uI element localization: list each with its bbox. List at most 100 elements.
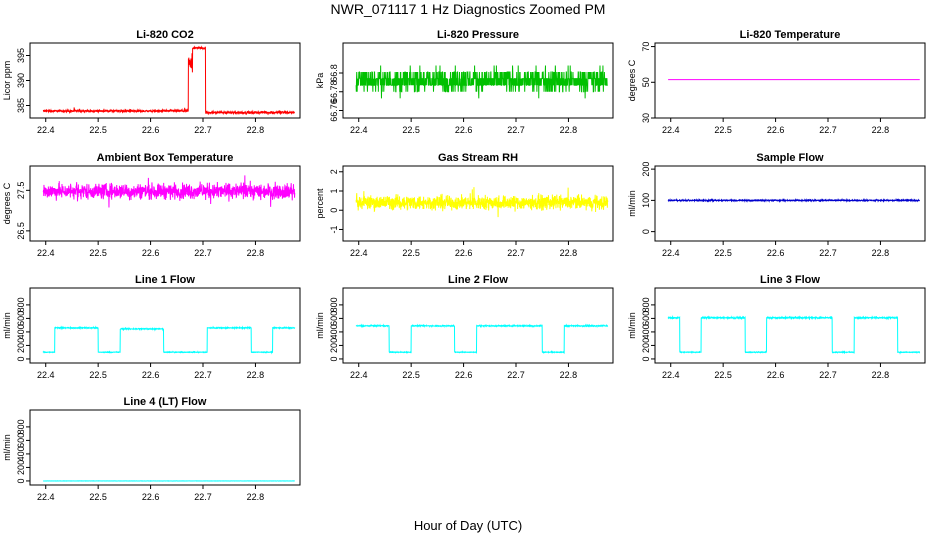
x-tick-label: 22.8 (872, 125, 890, 135)
y-axis-label: ml/min (627, 312, 637, 339)
x-tick-label: 22.4 (662, 248, 680, 258)
x-tick-label: 22.6 (767, 248, 785, 258)
y-tick-label: 400 (16, 324, 26, 339)
x-tick-label: 22.5 (89, 492, 107, 502)
x-tick-label: 22.7 (507, 248, 525, 258)
y-tick-label: 200 (16, 338, 26, 353)
x-tick-label: 22.5 (402, 248, 420, 258)
y-tick-label: 600 (329, 311, 339, 326)
y-tick-label: 800 (329, 297, 339, 312)
x-tick-label: 22.7 (507, 125, 525, 135)
panel-line-3-flow: Line 3 Flow ml/min 22.4 22.5 22.6 22.7 22.8 0 20… (627, 274, 926, 380)
main-title: NWR_071117 1 Hz Diagnostics Zoomed PM (330, 1, 606, 17)
y-axis-label: degrees C (2, 182, 12, 224)
plot-frame (29, 409, 301, 486)
x-tick-label: 22.6 (142, 248, 160, 258)
series-line-line-2-flow (355, 323, 609, 355)
panel-title: Li-820 CO2 (136, 29, 193, 41)
panel-li-820-co2: Li-820 CO2 Licor ppm 22.4 22.5 22.6 22.7 22.8 3… (2, 29, 301, 135)
x-tick-label: 22.4 (37, 248, 55, 258)
series-line-ambient-box-temperature (42, 175, 296, 208)
y-tick-label: 200 (329, 338, 339, 353)
y-tick-label: 600 (641, 311, 651, 326)
y-tick-label: 800 (16, 419, 26, 434)
y-tick-label: 385 (16, 98, 26, 113)
x-tick-label: 22.7 (194, 492, 212, 502)
y-tick-label: 395 (16, 48, 26, 63)
panel-title: Li-820 Pressure (437, 29, 519, 41)
x-tick-label: 22.6 (142, 492, 160, 502)
x-tick-label: 22.8 (247, 492, 265, 502)
plot-frame (342, 165, 614, 242)
x-tick-label: 22.4 (662, 125, 680, 135)
x-tick-label: 22.6 (455, 248, 473, 258)
x-tick-label: 22.4 (350, 370, 368, 380)
x-tick-label: 22.4 (350, 125, 368, 135)
panel-line-1-flow: Line 1 Flow ml/min 22.4 22.5 22.6 22.7 22.8 0 20… (2, 274, 301, 380)
series-line-li-820-pressure (355, 65, 608, 99)
y-axis-label: ml/min (315, 312, 325, 339)
x-tick-label: 22.4 (350, 248, 368, 258)
series-line-li-820-co2 (42, 45, 295, 116)
y-tick-label: 70 (641, 42, 651, 52)
y-tick-label: 0 (329, 356, 339, 361)
y-tick-label: 200 (641, 162, 651, 177)
y-tick-label: 26.5 (16, 222, 26, 240)
x-tick-label: 22.4 (37, 125, 55, 135)
x-tick-label: 22.7 (194, 370, 212, 380)
x-tick-label: 22.8 (247, 370, 265, 380)
y-tick-label: 0 (16, 356, 26, 361)
plot-frame (654, 42, 926, 119)
x-tick-label: 22.6 (455, 370, 473, 380)
y-tick-label: 50 (641, 77, 651, 87)
panel-title: Line 2 Flow (448, 274, 508, 286)
panel-line-4-lt-flow: Line 4 (LT) Flow ml/min 22.4 22.5 22.6 22.7 22… (2, 396, 301, 502)
y-tick-label: 800 (16, 297, 26, 312)
x-tick-label: 22.8 (872, 370, 890, 380)
y-tick-label: 27.5 (16, 182, 26, 200)
panel-title: Line 4 (LT) Flow (124, 396, 207, 408)
x-axis-title: Hour of Day (UTC) (413, 518, 523, 533)
y-tick-label: 400 (329, 324, 339, 339)
plot-frame (654, 287, 926, 364)
panel-line-2-flow: Line 2 Flow ml/min 22.4 22.5 22.6 22.7 22.8 0 20… (315, 274, 614, 380)
panel-title: Ambient Box Temperature (97, 152, 234, 164)
x-tick-label: 22.6 (142, 125, 160, 135)
x-tick-label: 22.8 (560, 248, 578, 258)
panel-li-820-temperature: Li-820 Temperature degrees C 22.4 22.5 22.6 2… (627, 29, 926, 135)
y-tick-label: 390 (16, 73, 26, 88)
y-axis-label: Licor ppm (2, 61, 12, 101)
plot-frame (654, 165, 926, 242)
x-tick-label: 22.4 (37, 492, 55, 502)
series-line-line-3-flow (667, 315, 921, 355)
x-tick-label: 22.8 (560, 125, 578, 135)
x-tick-label: 22.5 (714, 125, 732, 135)
x-tick-label: 22.5 (89, 248, 107, 258)
x-tick-label: 22.8 (247, 248, 265, 258)
x-tick-label: 22.8 (247, 125, 265, 135)
x-tick-label: 22.6 (767, 370, 785, 380)
y-tick-label: 66.76 (329, 99, 339, 122)
y-axis-label: degrees C (627, 59, 637, 101)
x-tick-label: 22.5 (402, 370, 420, 380)
y-tick-label: 66.8 (329, 64, 339, 82)
y-axis-label: percent (315, 188, 325, 219)
panel-title: Li-820 Temperature (740, 29, 841, 41)
y-tick-label: 66.78 (329, 80, 339, 103)
series-line-gas-stream-rh (355, 187, 609, 218)
x-tick-label: 22.5 (89, 125, 107, 135)
x-tick-label: 22.8 (560, 370, 578, 380)
y-axis-label: ml/min (627, 190, 637, 217)
y-tick-label: 0 (641, 356, 651, 361)
y-tick-label: 100 (641, 193, 651, 208)
y-axis-label: ml/min (2, 312, 12, 339)
series-line-sample-flow (667, 197, 920, 203)
x-tick-label: 22.7 (507, 370, 525, 380)
x-tick-label: 22.6 (142, 370, 160, 380)
y-tick-label: 200 (641, 338, 651, 353)
y-tick-label: 0 (329, 208, 339, 213)
x-tick-label: 22.8 (872, 248, 890, 258)
plot-frame (29, 165, 301, 242)
series-line-line-1-flow (42, 325, 296, 355)
